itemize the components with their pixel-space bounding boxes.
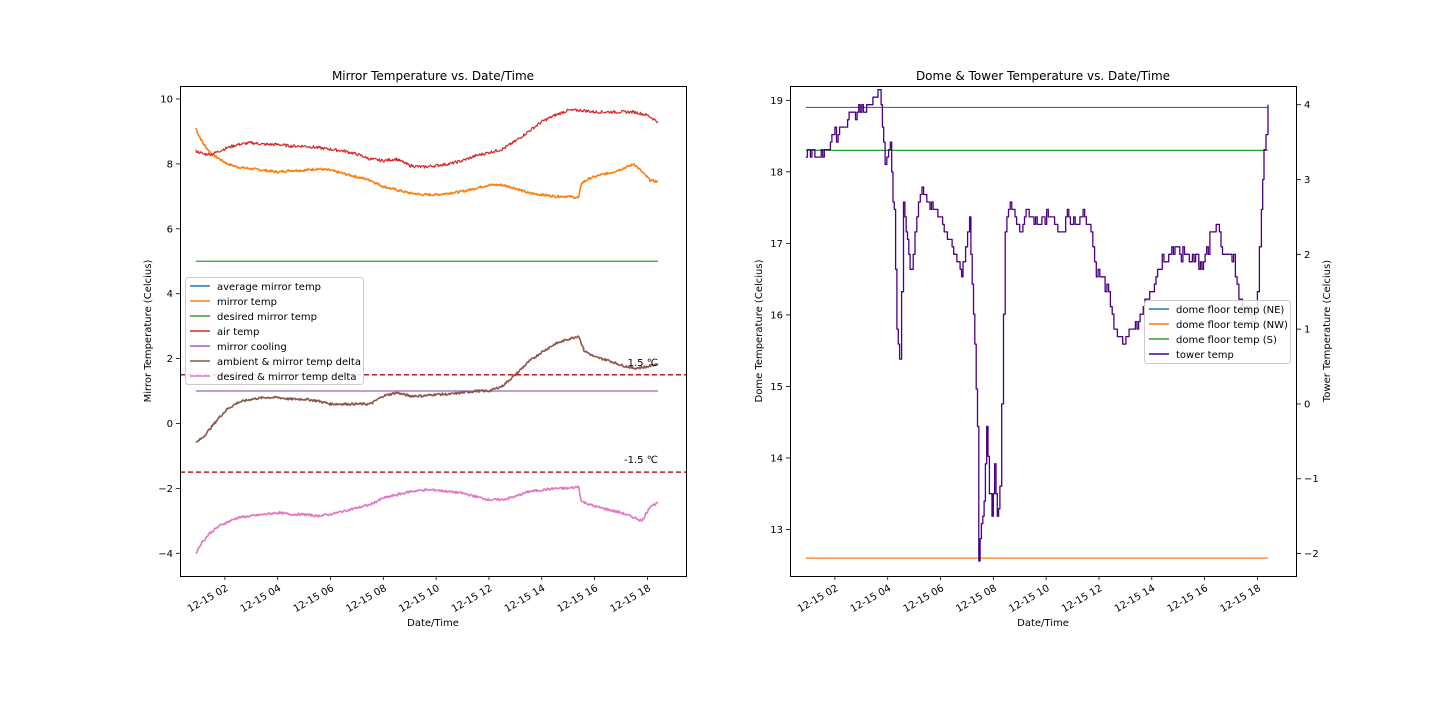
y-tick-label: 15 xyxy=(770,382,783,393)
y-tick-label: 13 xyxy=(770,525,783,536)
chart-title: Mirror Temperature vs. Date/Time xyxy=(332,69,534,83)
plot-frame xyxy=(790,86,1297,577)
legend: dome floor temp (NE) dome floor temp (NW… xyxy=(1144,300,1291,364)
right-y-axis-label: Tower Temperature (Celcius) xyxy=(1322,260,1333,403)
right-y-tick-label: −2 xyxy=(1304,549,1319,560)
y-axis-label: Dome Temperature (Celcius) xyxy=(754,259,765,402)
legend-label: desired & mirror temp delta xyxy=(217,372,356,383)
legend-label: tower temp xyxy=(1176,350,1234,361)
right-y-tick-label: 1 xyxy=(1304,325,1310,336)
series-line-tower-temp xyxy=(805,89,1269,562)
x-axis-label: Date/Time xyxy=(1017,618,1069,629)
legend-box xyxy=(185,277,364,385)
y-tick-label: 2 xyxy=(167,354,173,365)
right-y-tick-label: 4 xyxy=(1304,100,1310,111)
legend-label: dome floor temp (NW) xyxy=(1176,320,1288,331)
legend-label: air temp xyxy=(217,327,259,338)
legend-label: dome floor temp (NE) xyxy=(1176,305,1284,316)
legend-label: mirror temp xyxy=(217,297,277,308)
legend: average mirror temp mirror temp desired … xyxy=(185,277,364,385)
x-axis-label: Date/Time xyxy=(407,618,459,629)
y-tick-label: 6 xyxy=(167,224,173,235)
y-tick-label: 0 xyxy=(167,419,173,430)
legend-label: mirror cooling xyxy=(217,342,287,353)
right-y-tick-label: −1 xyxy=(1304,474,1319,485)
threshold-label: 1.5 ℃ xyxy=(628,358,658,369)
legend-label: dome floor temp (S) xyxy=(1176,335,1277,346)
y-tick-label: 18 xyxy=(770,167,783,178)
plot-frame xyxy=(180,86,687,577)
legend-box xyxy=(1144,300,1291,364)
series-line-mirror-temp xyxy=(195,127,659,200)
series-line-air-temp xyxy=(195,108,659,169)
chart-title: Dome & Tower Temperature vs. Date/Time xyxy=(916,69,1170,83)
y-axis-label: Mirror Temperature (Celcius) xyxy=(143,260,154,403)
y-tick-label: −4 xyxy=(158,549,173,560)
y-tick-label: 10 xyxy=(160,94,173,105)
y-tick-label: 4 xyxy=(167,289,173,300)
y-tick-label: 8 xyxy=(167,159,173,170)
y-tick-label: −2 xyxy=(158,484,173,495)
y-tick-label: 16 xyxy=(770,310,783,321)
series-line-ambient-mirror-temp-delta xyxy=(195,335,659,443)
y-tick-label: 19 xyxy=(770,96,783,107)
right-y-tick-label: 0 xyxy=(1304,399,1310,410)
series-line-desired-mirror-temp-delta xyxy=(195,485,659,554)
legend-label: desired mirror temp xyxy=(217,312,317,323)
legend-label: average mirror temp xyxy=(217,282,321,293)
threshold-label: -1.5 ℃ xyxy=(624,455,658,466)
right-y-tick-label: 3 xyxy=(1304,175,1310,186)
legend-label: ambient & mirror temp delta xyxy=(217,357,361,368)
right-y-tick-label: 2 xyxy=(1304,250,1310,261)
plot-area xyxy=(805,89,1269,562)
y-tick-label: 14 xyxy=(770,453,783,464)
y-tick-label: 17 xyxy=(770,239,783,250)
